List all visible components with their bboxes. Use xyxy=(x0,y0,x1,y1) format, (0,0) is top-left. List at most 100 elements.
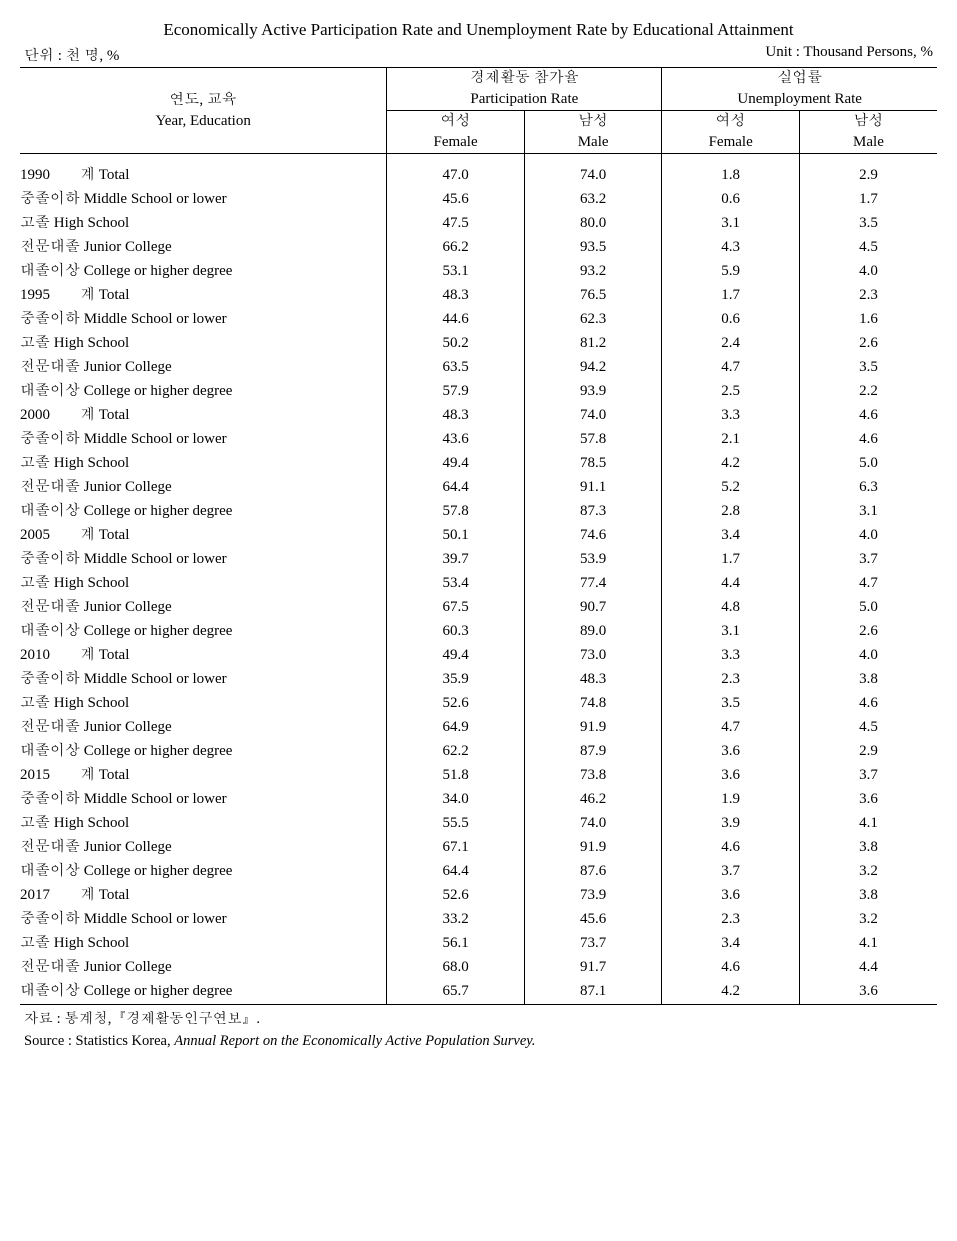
cell-um: 4.0 xyxy=(799,524,937,548)
cell-um: 3.1 xyxy=(799,500,937,524)
cell-um: 1.6 xyxy=(799,308,937,332)
cell-pf: 48.3 xyxy=(387,404,525,428)
row-label-edu: 전문대졸 Junior College xyxy=(20,956,387,980)
data-table: 연도, 교육 Year, Education 경제활동 참가율 Particip… xyxy=(20,67,937,1005)
row-label-edu: 고졸 High School xyxy=(20,452,387,476)
unit-right: Unit : Thousand Persons, % xyxy=(765,44,933,65)
row-label-edu: 전문대졸 Junior College xyxy=(20,716,387,740)
table-row: 2010 계 Total49.473.03.34.0 xyxy=(20,644,937,668)
cell-pf: 45.6 xyxy=(387,188,525,212)
cell-uf: 3.1 xyxy=(662,212,800,236)
cell-uf: 1.8 xyxy=(662,164,800,188)
row-label-year: 2000 계 Total xyxy=(20,404,387,428)
cell-um: 4.5 xyxy=(799,716,937,740)
cell-pm: 73.8 xyxy=(524,764,662,788)
cell-um: 2.2 xyxy=(799,380,937,404)
cell-uf: 4.2 xyxy=(662,980,800,1005)
cell-uf: 2.1 xyxy=(662,428,800,452)
hdr-year-edu-en: Year, Education xyxy=(20,111,386,132)
table-row: 중졸이하 Middle School or lower45.663.20.61.… xyxy=(20,188,937,212)
table-row: 2005 계 Total50.174.63.44.0 xyxy=(20,524,937,548)
table-row: 1995 계 Total48.376.51.72.3 xyxy=(20,284,937,308)
table-row: 대졸이상 College or higher degree65.787.14.2… xyxy=(20,980,937,1005)
table-row: 대졸이상 College or higher degree57.887.32.8… xyxy=(20,500,937,524)
cell-pf: 64.9 xyxy=(387,716,525,740)
table-row: 중졸이하 Middle School or lower35.948.32.33.… xyxy=(20,668,937,692)
cell-uf: 5.9 xyxy=(662,260,800,284)
cell-pf: 48.3 xyxy=(387,284,525,308)
cell-um: 4.6 xyxy=(799,692,937,716)
hdr-pf-ko: 여성 xyxy=(387,111,524,132)
cell-pm: 74.6 xyxy=(524,524,662,548)
cell-pm: 93.5 xyxy=(524,236,662,260)
table-row: 1990 계 Total47.074.01.82.9 xyxy=(20,164,937,188)
cell-pf: 34.0 xyxy=(387,788,525,812)
row-label-edu: 전문대졸 Junior College xyxy=(20,356,387,380)
cell-pf: 67.5 xyxy=(387,596,525,620)
cell-pm: 91.9 xyxy=(524,716,662,740)
hdr-participation-en: Participation Rate xyxy=(387,89,661,110)
hdr-unemployment-ko: 실업률 xyxy=(662,68,937,89)
table-row: 대졸이상 College or higher degree62.287.93.6… xyxy=(20,740,937,764)
row-label-year: 1995 계 Total xyxy=(20,284,387,308)
row-label-edu: 중졸이하 Middle School or lower xyxy=(20,308,387,332)
cell-pm: 53.9 xyxy=(524,548,662,572)
row-label-edu: 대졸이상 College or higher degree xyxy=(20,380,387,404)
row-label-edu: 고졸 High School xyxy=(20,212,387,236)
cell-uf: 4.6 xyxy=(662,836,800,860)
row-label-edu: 중졸이하 Middle School or lower xyxy=(20,668,387,692)
cell-um: 2.3 xyxy=(799,284,937,308)
row-label-edu: 중졸이하 Middle School or lower xyxy=(20,788,387,812)
cell-pf: 39.7 xyxy=(387,548,525,572)
row-label-edu: 대졸이상 College or higher degree xyxy=(20,260,387,284)
cell-uf: 3.6 xyxy=(662,884,800,908)
cell-um: 4.6 xyxy=(799,428,937,452)
cell-pm: 81.2 xyxy=(524,332,662,356)
cell-um: 4.7 xyxy=(799,572,937,596)
cell-um: 4.4 xyxy=(799,956,937,980)
table-row: 전문대졸 Junior College67.191.94.63.8 xyxy=(20,836,937,860)
cell-pm: 78.5 xyxy=(524,452,662,476)
row-label-edu: 중졸이하 Middle School or lower xyxy=(20,908,387,932)
cell-uf: 2.3 xyxy=(662,668,800,692)
cell-uf: 3.3 xyxy=(662,404,800,428)
cell-pf: 44.6 xyxy=(387,308,525,332)
table-row: 전문대졸 Junior College64.491.15.26.3 xyxy=(20,476,937,500)
unit-row: 단위 : 천 명, % Unit : Thousand Persons, % xyxy=(20,44,937,65)
cell-pf: 47.0 xyxy=(387,164,525,188)
cell-um: 3.2 xyxy=(799,908,937,932)
cell-uf: 4.8 xyxy=(662,596,800,620)
row-label-year: 2017 계 Total xyxy=(20,884,387,908)
table-row: 중졸이하 Middle School or lower39.753.91.73.… xyxy=(20,548,937,572)
cell-pf: 53.4 xyxy=(387,572,525,596)
cell-pm: 87.6 xyxy=(524,860,662,884)
cell-pf: 43.6 xyxy=(387,428,525,452)
cell-pf: 53.1 xyxy=(387,260,525,284)
cell-uf: 1.7 xyxy=(662,284,800,308)
row-label-year: 2005 계 Total xyxy=(20,524,387,548)
table-body: 1990 계 Total47.074.01.82.9중졸이하 Middle Sc… xyxy=(20,154,937,1005)
table-row: 전문대졸 Junior College64.991.94.74.5 xyxy=(20,716,937,740)
cell-pf: 65.7 xyxy=(387,980,525,1005)
cell-pm: 74.0 xyxy=(524,164,662,188)
cell-uf: 2.5 xyxy=(662,380,800,404)
cell-um: 5.0 xyxy=(799,452,937,476)
row-label-edu: 대졸이상 College or higher degree xyxy=(20,740,387,764)
cell-uf: 3.4 xyxy=(662,932,800,956)
cell-pf: 51.8 xyxy=(387,764,525,788)
unit-left: 단위 : 천 명, % xyxy=(24,44,119,65)
table-row: 전문대졸 Junior College68.091.74.64.4 xyxy=(20,956,937,980)
row-label-edu: 고졸 High School xyxy=(20,332,387,356)
hdr-year-edu-ko: 연도, 교육 xyxy=(20,90,386,111)
row-label-edu: 대졸이상 College or higher degree xyxy=(20,500,387,524)
row-label-edu: 대졸이상 College or higher degree xyxy=(20,620,387,644)
row-label-edu: 고졸 High School xyxy=(20,572,387,596)
src-ko-text: 통계청,『경제활동인구연보』. xyxy=(61,1011,260,1027)
cell-pf: 49.4 xyxy=(387,452,525,476)
cell-pm: 57.8 xyxy=(524,428,662,452)
table-row: 고졸 High School52.674.83.54.6 xyxy=(20,692,937,716)
src-en-text-pre: Statistics Korea, xyxy=(72,1033,174,1049)
cell-pf: 56.1 xyxy=(387,932,525,956)
cell-pf: 66.2 xyxy=(387,236,525,260)
cell-pm: 90.7 xyxy=(524,596,662,620)
